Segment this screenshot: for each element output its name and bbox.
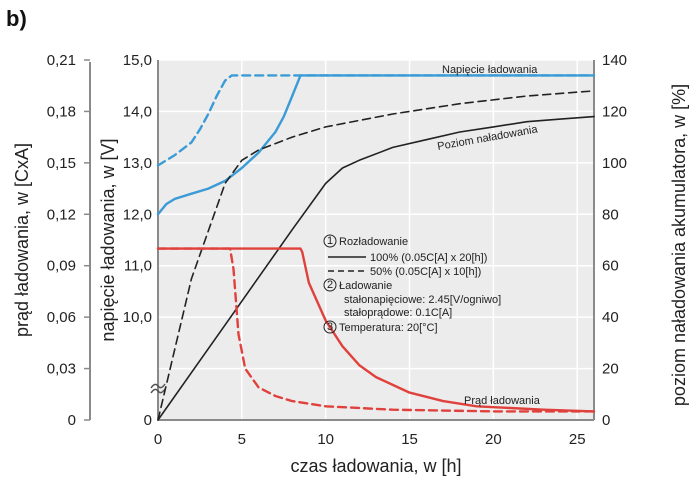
- series-voltage-50: [156, 74, 596, 167]
- charge-tick-label-7: 140: [602, 52, 627, 69]
- voltage-axis: 10,0 11,0 12,0 13,0 14,0 15,0 0: [123, 52, 152, 429]
- voltage-tick-label-2: 12,0: [123, 206, 152, 223]
- voltage-tick-label-1: 11,0: [124, 258, 152, 275]
- annotation-line-2: 50% (0.05C[A] x 10[h]): [370, 266, 481, 278]
- current-tick-label-4: 0,12: [47, 206, 76, 223]
- voltage-tick-label-5: 15,0: [123, 52, 152, 69]
- axis-break-icon: [150, 383, 166, 394]
- x-tick-label-1: 5: [238, 431, 246, 448]
- marker-3-text: 3: [327, 321, 333, 333]
- x-tick-label-4: 20: [485, 431, 502, 448]
- voltage-axis-label: napięcie ładowania, w [V]: [98, 138, 118, 341]
- annotation-heading-1: Rozładowanie: [339, 236, 408, 248]
- plot-area: [158, 60, 594, 420]
- annotation-line-3: stałonapięciowe: 2.45[V/ogniwo]: [344, 294, 501, 306]
- marker-1-text: 1: [327, 235, 333, 247]
- marker-2-icon: [323, 278, 337, 292]
- current-tick-label-6: 0,18: [47, 103, 76, 120]
- series-voltage-100: [156, 74, 596, 216]
- current-tick-label-5: 0,15: [47, 155, 76, 172]
- series-current-100: [156, 247, 596, 413]
- series-current-50: [156, 247, 596, 413]
- marker-3-icon: [323, 320, 337, 334]
- axis-break-mark-1: [150, 383, 166, 389]
- annotation-line-1: 100% (0.05C[A] x 20[h]): [370, 252, 487, 264]
- current-tick-label-1: 0,03: [47, 361, 76, 378]
- voltage-tick-label-0: 10,0: [123, 309, 152, 326]
- charge-tick-label-0: 0: [602, 412, 610, 429]
- marker-1-icon: [323, 234, 337, 248]
- current-axis: 0 0,03 0,06 0,09 0,12 0,15 0,18 0,21: [47, 52, 90, 429]
- annotation-box: 1 Rozładowanie 100% (0.05C[A] x 20[h]) 5…: [323, 234, 501, 334]
- current-tick-label-3: 0,09: [47, 258, 76, 275]
- charge-tick-label-3: 60: [602, 258, 619, 275]
- x-tick-label-3: 15: [401, 431, 418, 448]
- x-axis: 0 5 10 15 20 25: [154, 431, 586, 448]
- current-series-label: Prąd ładowania: [464, 395, 541, 407]
- marker-2-text: 2: [327, 279, 333, 291]
- current-tick-label-7: 0,21: [47, 52, 76, 69]
- voltage-tick-label-3: 13,0: [123, 155, 152, 172]
- series-layer: [156, 74, 596, 421]
- annotation-heading-2: Ładowanie: [339, 280, 392, 292]
- charge-axis-label: poziom naładowania akumulatora, w [%]: [669, 84, 689, 406]
- current-tick-label-0: 0: [68, 412, 76, 429]
- x-tick-label-0: 0: [154, 431, 162, 448]
- axis-break-mark-2: [150, 388, 166, 394]
- x-tick-label-2: 10: [317, 431, 334, 448]
- annotation-line-4: stałoprądowe: 0.1C[A]: [344, 307, 452, 319]
- charge-tick-label-6: 120: [602, 103, 627, 120]
- charge-tick-label-5: 100: [602, 155, 627, 172]
- panel-label: b): [6, 6, 27, 31]
- voltage-tick-label-zero: 0: [144, 412, 152, 429]
- charge-axis: 0 20 40 60 80 100 120 140: [602, 52, 627, 429]
- annotation-heading-3: Temperatura: 20[°C]: [339, 322, 438, 334]
- charge-tick-label-2: 40: [602, 309, 619, 326]
- series-charge-50: [157, 90, 595, 421]
- charge-tick-label-1: 20: [602, 361, 619, 378]
- voltage-series-label: Napięcie ładowania: [442, 64, 538, 76]
- current-axis-label: prąd ładowania, w [CxA]: [12, 143, 32, 337]
- current-tick-label-2: 0,06: [47, 309, 76, 326]
- series-charge-100: [157, 115, 595, 421]
- x-tick-label-5: 25: [569, 431, 586, 448]
- x-axis-label: czas ładowania, w [h]: [290, 456, 461, 476]
- voltage-tick-label-4: 14,0: [123, 103, 152, 120]
- charge-tick-label-4: 80: [602, 206, 619, 223]
